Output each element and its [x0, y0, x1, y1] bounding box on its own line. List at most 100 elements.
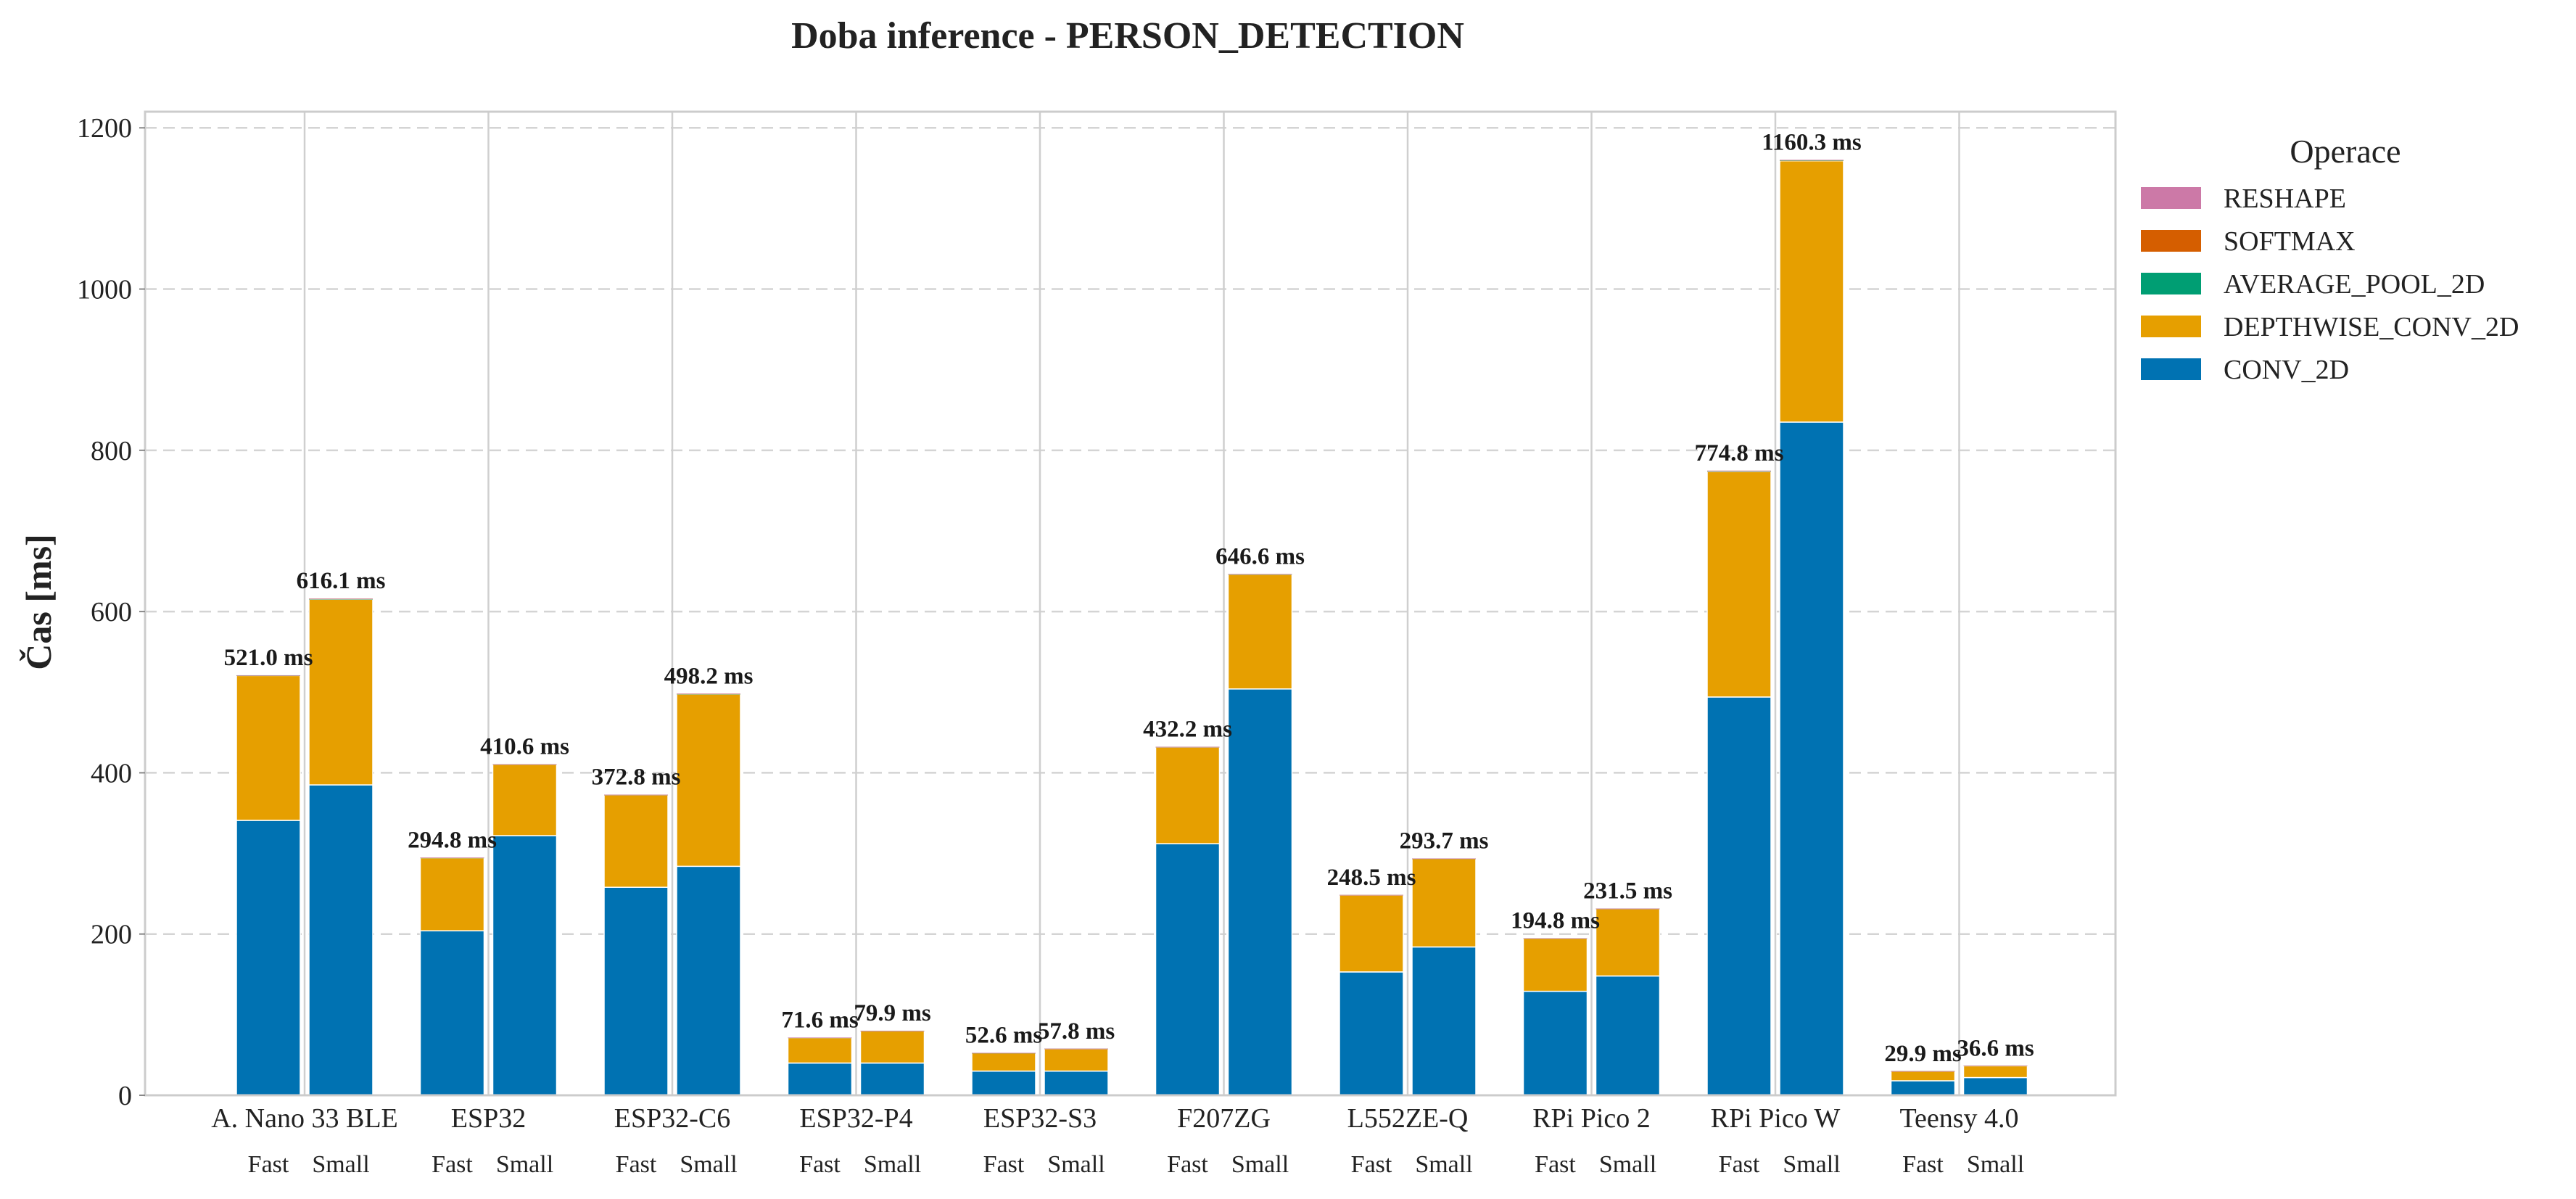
y-tick-label: 600 — [91, 597, 132, 627]
bar-total-label: 79.9 ms — [854, 1000, 930, 1026]
bar-segment-average-pool-2d — [1707, 471, 1771, 472]
y-tick-label: 1000 — [77, 275, 132, 305]
legend-label: SOFTMAX — [2224, 226, 2356, 257]
bar-segment-depthwise-conv-2d — [1595, 908, 1661, 977]
bar-segment-depthwise-conv-2d — [492, 764, 558, 836]
bar-segment-reshape — [1523, 938, 1588, 939]
bar-total-label: 372.8 ms — [592, 765, 681, 791]
bar-segment-reshape — [1891, 1071, 1955, 1072]
bar-segment-conv-2d — [236, 820, 301, 1096]
variant-tick-label: Small — [1599, 1151, 1656, 1178]
bar-segment-conv-2d — [1227, 688, 1293, 1096]
bar-segment-conv-2d — [492, 835, 558, 1096]
bar-total-label: 521.0 ms — [224, 645, 313, 671]
variant-tick-label: Fast — [1719, 1151, 1760, 1178]
variant-tick-label: Fast — [616, 1151, 657, 1178]
bar-segment-depthwise-conv-2d — [1155, 746, 1221, 844]
bar-segment-conv-2d — [1962, 1076, 2028, 1096]
bar-segment-conv-2d — [1522, 990, 1588, 1096]
category-tick-label: A. Nano 33 BLE — [211, 1103, 398, 1134]
bar-segment-depthwise-conv-2d — [419, 857, 485, 932]
y-tick-label: 200 — [91, 920, 132, 950]
bar-segment-conv-2d — [1890, 1080, 1956, 1096]
bar-total-label: 52.6 ms — [965, 1023, 1042, 1049]
bar-total-label: 36.6 ms — [1957, 1035, 2034, 1061]
bar-segment-conv-2d — [308, 784, 373, 1096]
variant-tick-label: Fast — [1535, 1151, 1576, 1178]
bar-total-label: 410.6 ms — [480, 734, 569, 760]
variant-tick-label: Fast — [248, 1151, 289, 1178]
legend-label: AVERAGE_POOL_2D — [2224, 269, 2485, 300]
bar-segment-reshape — [972, 1052, 1036, 1054]
variant-tick-label: Small — [1231, 1151, 1289, 1178]
legend: Operace RESHAPE SOFTMAX AVERAGE_POOL_2D DEP… — [2141, 133, 2519, 385]
legend-swatch — [2141, 230, 2201, 252]
bar-segment-reshape — [309, 598, 373, 599]
legend-label: DEPTHWISE_CONV_2D — [2224, 312, 2519, 342]
variant-tick-label: Fast — [983, 1151, 1025, 1178]
bar-segment-depthwise-conv-2d — [1411, 858, 1477, 948]
y-tick-label: 1200 — [77, 113, 132, 144]
bar-segment-depthwise-conv-2d — [1227, 574, 1293, 690]
bar-total-label: 71.6 ms — [781, 1007, 858, 1033]
bar-segment-conv-2d — [1339, 971, 1404, 1096]
bar-segment-depthwise-conv-2d — [308, 598, 373, 786]
bar-segment-conv-2d — [676, 865, 741, 1096]
legend-swatch — [2141, 187, 2201, 209]
y-tick-label: 0 — [118, 1081, 132, 1111]
bar-segment-depthwise-conv-2d — [787, 1037, 853, 1064]
variant-tick-label: Fast — [1351, 1151, 1392, 1178]
bar-segment-reshape — [420, 857, 484, 858]
bar-segment-depthwise-conv-2d — [1962, 1065, 2028, 1079]
grid-layer — [145, 112, 2115, 1095]
bar-segment-softmax — [309, 598, 373, 600]
bar-total-label: 498.2 ms — [664, 663, 754, 689]
bar-segment-depthwise-conv-2d — [1890, 1071, 1956, 1081]
bar-total-label: 248.5 ms — [1327, 865, 1416, 891]
bar-total-label: 231.5 ms — [1583, 878, 1672, 905]
variant-tick-label: Small — [312, 1151, 369, 1178]
legend-label: RESHAPE — [2224, 184, 2346, 214]
bar-segment-depthwise-conv-2d — [1706, 471, 1772, 698]
bar-segment-depthwise-conv-2d — [676, 693, 741, 868]
variant-tick-label: Small — [680, 1151, 737, 1178]
variant-tick-label: Fast — [432, 1151, 473, 1178]
variant-tick-label: Fast — [1902, 1151, 1944, 1178]
bar-segment-conv-2d — [859, 1062, 925, 1096]
bar-segment-depthwise-conv-2d — [603, 794, 669, 888]
bar-segment-conv-2d — [1595, 975, 1661, 1096]
variant-tick-label: Small — [1047, 1151, 1105, 1178]
bars-layer — [236, 160, 2028, 1096]
bar-total-label: 432.2 ms — [1143, 717, 1232, 743]
bar-total-label: 57.8 ms — [1038, 1018, 1115, 1045]
category-tick-label: ESP32-C6 — [614, 1103, 730, 1134]
bar-segment-reshape — [1595, 908, 1660, 910]
bar-segment-reshape — [1044, 1048, 1108, 1050]
bar-total-label: 294.8 ms — [408, 827, 497, 853]
bar-segment-depthwise-conv-2d — [971, 1052, 1036, 1072]
variant-tick-label: Fast — [1167, 1151, 1208, 1178]
bar-total-label: 293.7 ms — [1400, 828, 1489, 854]
labels-layer: 521.0 ms 616.1 ms 294.8 ms 410.6 ms 372.8 ms… — [224, 129, 2034, 1066]
bar-total-label: 194.8 ms — [1511, 907, 1600, 934]
plot-frame — [144, 110, 2117, 1097]
bar-segment-depthwise-conv-2d — [859, 1030, 925, 1064]
bar-segment-reshape — [604, 794, 668, 796]
y-tick-label: 800 — [91, 436, 132, 466]
bar-segment-conv-2d — [787, 1062, 853, 1096]
category-tick-label: F207ZG — [1177, 1103, 1271, 1134]
legend-title: Operace — [2290, 133, 2400, 170]
y-tick-label: 400 — [91, 758, 132, 788]
category-tick-label: L552ZE-Q — [1347, 1103, 1469, 1134]
bar-segment-average-pool-2d — [1780, 160, 1844, 161]
bar-segment-reshape — [677, 693, 740, 694]
axis-layer: 0 200 400 600 800 1000 1200 Fast Small A. Nano 33… — [77, 113, 2024, 1178]
bar-segment-depthwise-conv-2d — [1044, 1048, 1109, 1072]
chart-title: Doba inference - PERSON_DETECTION — [791, 15, 1464, 57]
legend-swatch — [2141, 358, 2201, 380]
bar-segment-reshape — [1339, 894, 1403, 896]
bar-segment-conv-2d — [1044, 1070, 1109, 1096]
bar-segment-reshape — [788, 1037, 852, 1039]
